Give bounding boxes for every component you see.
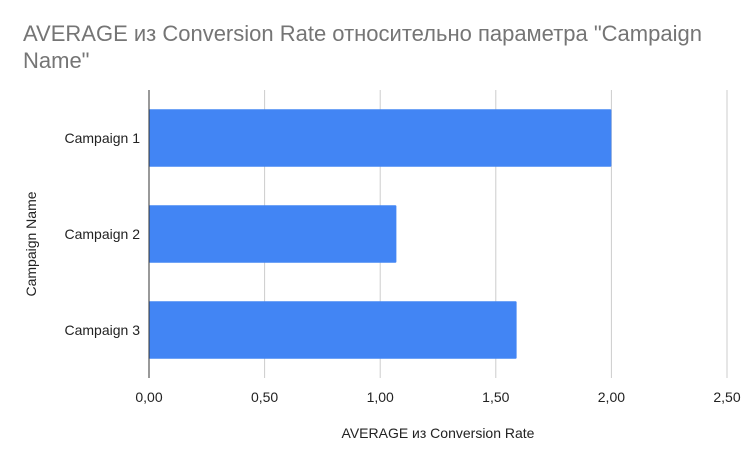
- y-axis-title: Campaign Name: [23, 191, 39, 296]
- bar-campaign-3: [149, 301, 517, 359]
- x-tick-label: 1,50: [482, 389, 509, 405]
- chart-title: AVERAGE из Conversion Rate относительно …: [23, 21, 702, 73]
- x-tick-label: 2,50: [713, 389, 740, 405]
- x-axis-title: AVERAGE из Conversion Rate: [342, 425, 535, 441]
- category-label: Campaign 2: [65, 226, 141, 242]
- x-tick-label: 2,00: [598, 389, 625, 405]
- category-label: Campaign 3: [65, 322, 141, 338]
- bar-campaign-1: [149, 109, 612, 167]
- bars: [149, 109, 612, 359]
- x-tick-labels: 0,00 0,50 1,00 1,50 2,00 2,50: [135, 389, 740, 405]
- x-tick-label: 1,00: [367, 389, 394, 405]
- x-tick-label: 0,50: [251, 389, 278, 405]
- x-tick-label: 0,00: [135, 389, 162, 405]
- category-labels: Campaign 1 Campaign 2 Campaign 3: [65, 130, 141, 338]
- bar-campaign-2: [149, 205, 397, 263]
- category-label: Campaign 1: [65, 130, 141, 146]
